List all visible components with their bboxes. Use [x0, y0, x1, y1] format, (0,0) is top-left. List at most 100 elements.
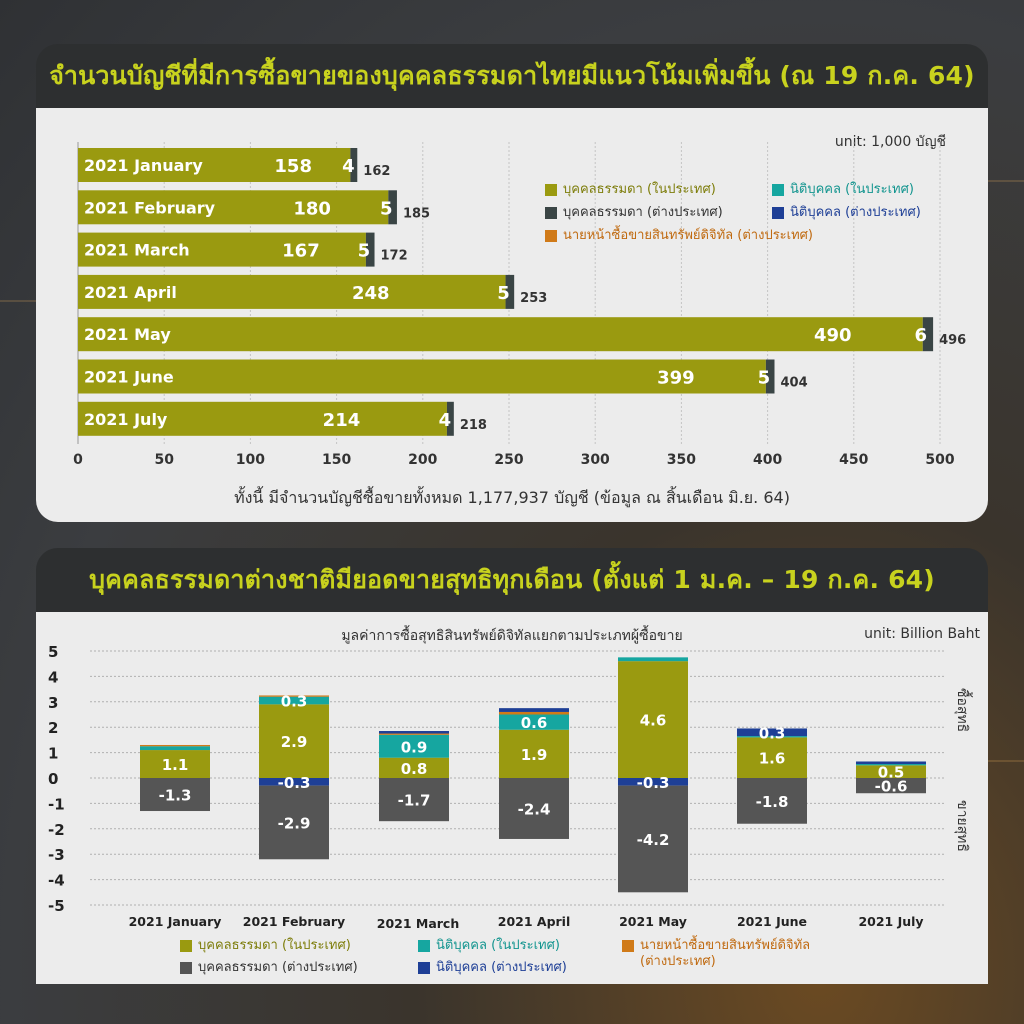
x-tick-label: 250 [494, 452, 523, 468]
data-label-total: 253 [520, 291, 547, 306]
data-label-foreign: 5 [358, 241, 371, 262]
data-label: -0.3 [637, 774, 670, 792]
bar-domestic-individual [78, 274, 506, 309]
data-label: -1.7 [398, 792, 431, 810]
legend-swatch [545, 184, 557, 196]
legend-label: บุคคลธรรมดา (ในประเทศ) [563, 182, 716, 197]
section2-title-banner: บุคคลธรรมดาต่างชาติมียอดขายสุทธิทุกเดือน… [36, 548, 988, 612]
bar-segment [618, 778, 688, 786]
category-label: 2021 February [243, 914, 345, 929]
data-label-domestic: 167 [282, 241, 320, 262]
data-label: -4.2 [637, 831, 670, 849]
legend-item: นิติบุคคล (ในประเทศ) [418, 938, 560, 954]
bar-segment [379, 731, 449, 734]
bar-segment [259, 785, 329, 860]
data-label-foreign: 5 [758, 368, 771, 389]
unit-label: unit: 1,000 บัญชี [835, 134, 946, 150]
x-tick-label: 100 [236, 452, 265, 468]
bar-segment [856, 764, 926, 766]
bar-foreign-individual [446, 401, 454, 436]
data-label: -2.4 [518, 800, 551, 818]
net-buy-bar-chart: มูลค่าการซื้อสุทธิสินทรัพย์ดิจิทัลแยกตาม… [48, 625, 981, 931]
x-tick-label: 450 [839, 452, 868, 468]
legend-item: บุคคลธรรมดา (ในประเทศ) [180, 938, 351, 954]
category-label: 2021 January [84, 156, 203, 175]
bar-segment [499, 711, 569, 715]
data-label: 1.9 [521, 746, 548, 764]
category-label: 2021 June [84, 368, 174, 387]
bar-segment [379, 757, 449, 778]
category-label: 2021 May [84, 325, 171, 344]
data-label-domestic: 158 [274, 156, 312, 177]
bar-segment [259, 696, 329, 705]
legend-label-group: นายหน้าซื้อขายสินทรัพย์ดิจิทัล (ต่างประเท… [640, 938, 810, 970]
x-tick-label: 150 [322, 452, 351, 468]
data-label-foreign: 4 [439, 410, 452, 431]
bar-segment [140, 750, 210, 778]
legend-swatch [418, 940, 430, 952]
bar-domestic-individual [78, 401, 447, 436]
bar-segment [259, 695, 329, 697]
legend-label: บุคคลธรรมดา (ต่างประเทศ) [198, 960, 358, 975]
data-label-foreign: 6 [914, 325, 927, 346]
bar-segment [737, 728, 807, 737]
data-label-foreign: 4 [342, 156, 355, 177]
bar-segment [379, 778, 449, 822]
sell-side-label: ขายสุทธิ [954, 800, 970, 852]
category-label: 2021 April [84, 283, 177, 302]
data-label-total: 496 [939, 333, 966, 348]
bar-segment [856, 778, 926, 794]
y-tick-label: -5 [48, 897, 65, 915]
legend-label-group: นิติบุคคล (ในประเทศ) [436, 938, 560, 954]
data-label: 0.6 [521, 714, 548, 732]
data-label-domestic: 214 [323, 410, 361, 431]
legend-item: นิติบุคคล (ในประเทศ) [772, 182, 914, 198]
unit-label: unit: Billion Baht [864, 626, 980, 642]
data-label: 1.6 [759, 750, 786, 768]
data-label-total: 185 [403, 206, 430, 221]
legend-swatch [180, 940, 192, 952]
section1-title-banner: จำนวนบัญชีที่มีการซื้อขายของบุคคลธรรมดาไ… [36, 44, 988, 108]
y-tick-label: 1 [48, 745, 58, 763]
legend-item: บุคคลธรรมดา (ในประเทศ) [545, 182, 716, 198]
data-label: 0.8 [401, 760, 428, 778]
category-label: 2021 January [129, 914, 222, 929]
section2-title: บุคคลธรรมดาต่างชาติมียอดขายสุทธิทุกเดือน… [89, 565, 935, 594]
bar-segment [140, 746, 210, 751]
legend-swatch [545, 207, 557, 219]
category-label: 2021 May [619, 914, 687, 929]
bar-foreign-individual [350, 148, 358, 182]
buy-side-label: ซื้อสุทธิ [954, 688, 973, 732]
data-label: -1.3 [159, 787, 192, 805]
legend-label: นายหน้าซื้อขายสินทรัพย์ดิจิทัล [640, 938, 811, 953]
bar-domestic-individual [78, 317, 923, 352]
category-label: 2021 July [84, 410, 168, 429]
x-tick-label: 500 [925, 452, 954, 468]
legend-item: นิติบุคคล (ต่างประเทศ) [418, 960, 567, 976]
y-tick-label: 3 [48, 694, 58, 712]
data-label-foreign: 5 [497, 283, 510, 304]
data-label-domestic: 490 [814, 325, 852, 346]
bar-foreign-individual [388, 190, 397, 225]
x-tick-label: 300 [581, 452, 610, 468]
legend-label-group: บุคคลธรรมดา (ในประเทศ) [198, 938, 351, 954]
category-label: 2021 March [377, 916, 460, 931]
legend-label: นายหน้าซื้อขายสินทรัพย์ดิจิทัล (ต่างประเ… [563, 228, 813, 243]
bar-segment [737, 778, 807, 824]
legend-label: บุคคลธรรมดา (ในประเทศ) [198, 938, 351, 953]
legend-swatch [545, 230, 557, 242]
data-label: 0.5 [878, 764, 905, 782]
x-tick-label: 400 [753, 452, 782, 468]
legend-swatch [772, 184, 784, 196]
x-tick-label: 50 [154, 452, 174, 468]
background-decoration [0, 300, 36, 302]
bar-domestic-individual [78, 148, 351, 182]
legend-item: นิติบุคคล (ต่างประเทศ) [772, 205, 921, 221]
legend-item: บุคคลธรรมดา (ต่างประเทศ) [180, 960, 358, 976]
section1-title: จำนวนบัญชีที่มีการซื้อขายของบุคคลธรรมดาไ… [49, 61, 975, 90]
bar-foreign-individual [365, 232, 375, 267]
bar-segment [737, 737, 807, 778]
legend-item: นายหน้าซื้อขายสินทรัพย์ดิจิทัล (ต่างประเ… [545, 228, 813, 244]
bar-segment [618, 657, 688, 662]
bar-segment [499, 708, 569, 712]
